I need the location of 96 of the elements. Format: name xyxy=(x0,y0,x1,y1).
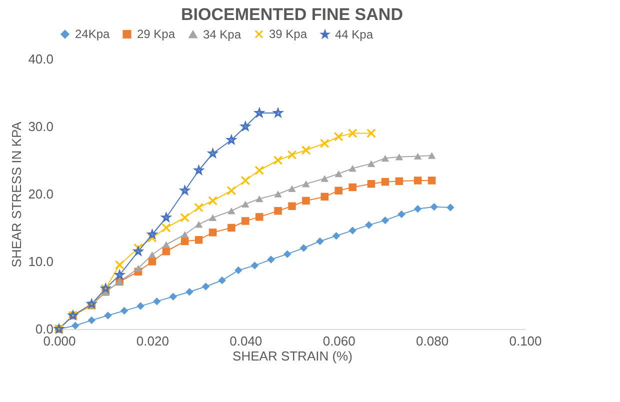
point xyxy=(134,264,142,272)
point xyxy=(365,221,373,229)
legend-label: 29 Kpa xyxy=(137,27,176,42)
point xyxy=(169,292,178,300)
point xyxy=(256,195,264,202)
point xyxy=(162,223,171,232)
point xyxy=(120,306,128,315)
point xyxy=(334,186,342,194)
point xyxy=(381,216,390,224)
legend-label: 34 Kpa xyxy=(203,27,242,42)
point xyxy=(395,177,404,186)
y-tick-label: 0.0 xyxy=(35,322,54,336)
point xyxy=(430,202,438,211)
point xyxy=(186,288,194,296)
point xyxy=(320,192,328,201)
point xyxy=(301,145,311,155)
point xyxy=(414,152,422,160)
point xyxy=(283,250,292,258)
point xyxy=(381,178,390,186)
point xyxy=(348,226,356,234)
point xyxy=(240,176,250,186)
y-tick-label: 30.0 xyxy=(28,119,54,134)
point xyxy=(288,202,296,210)
point xyxy=(288,185,296,192)
point xyxy=(398,210,406,218)
point xyxy=(428,176,436,184)
point xyxy=(136,302,144,310)
point xyxy=(194,202,204,212)
point xyxy=(254,166,264,176)
x-tick-label: 0.000 xyxy=(43,334,76,348)
point xyxy=(267,256,275,264)
point xyxy=(218,276,226,284)
point xyxy=(332,232,340,240)
point xyxy=(320,138,330,148)
point xyxy=(367,160,376,167)
point xyxy=(287,150,297,160)
x-tick-label: 0.060 xyxy=(322,334,356,348)
point xyxy=(208,214,217,221)
legend-label: 24Kpa xyxy=(75,27,110,42)
point xyxy=(228,224,236,232)
point xyxy=(88,316,96,324)
point xyxy=(162,241,170,248)
legend-label: 39 Kpa xyxy=(269,27,308,42)
point xyxy=(320,175,328,182)
point xyxy=(152,297,161,306)
point xyxy=(395,154,404,160)
point xyxy=(302,196,310,205)
point xyxy=(71,322,80,330)
point xyxy=(234,266,242,274)
point xyxy=(302,180,310,188)
point xyxy=(348,183,356,192)
point xyxy=(414,176,422,184)
y-tick-label: 10.0 xyxy=(28,254,54,269)
point xyxy=(274,190,282,198)
point xyxy=(367,180,376,188)
point xyxy=(300,244,308,252)
y-tick-label: 40.0 xyxy=(28,52,54,66)
point xyxy=(148,251,156,258)
point xyxy=(348,164,356,172)
point xyxy=(334,170,342,178)
point xyxy=(194,221,203,228)
y-tick-label: 20.0 xyxy=(28,186,54,202)
x-tick-label: 0.080 xyxy=(416,334,449,348)
x-tick-label: 0.020 xyxy=(136,334,169,348)
y-axis-title: SHEAR STRESS IN KPA xyxy=(9,121,24,268)
point xyxy=(226,186,236,196)
point xyxy=(228,208,236,214)
point xyxy=(428,152,436,159)
point xyxy=(274,207,282,215)
x-tick-label: 0.100 xyxy=(509,334,542,348)
x-tick-label: 0.040 xyxy=(230,334,262,348)
point xyxy=(273,156,283,165)
point xyxy=(180,212,190,222)
point xyxy=(446,204,454,212)
point xyxy=(242,217,250,225)
point xyxy=(334,132,344,142)
point xyxy=(381,154,390,162)
point xyxy=(250,262,259,270)
point xyxy=(348,128,358,138)
point xyxy=(208,228,217,236)
point xyxy=(148,258,156,266)
point xyxy=(194,236,203,244)
point xyxy=(242,200,250,208)
point xyxy=(202,282,210,290)
point xyxy=(208,196,218,206)
point xyxy=(114,260,124,270)
point xyxy=(148,233,157,243)
point xyxy=(366,128,376,138)
chart-title: BIOCEMENTED FINE SAND xyxy=(181,5,403,24)
point xyxy=(316,237,324,246)
point xyxy=(256,213,264,221)
point xyxy=(104,312,112,320)
point xyxy=(414,204,422,213)
point xyxy=(180,231,189,238)
legend-label: 44 Kpa xyxy=(335,28,374,42)
x-axis-title: SHEAR STRAIN (%) xyxy=(232,348,352,364)
